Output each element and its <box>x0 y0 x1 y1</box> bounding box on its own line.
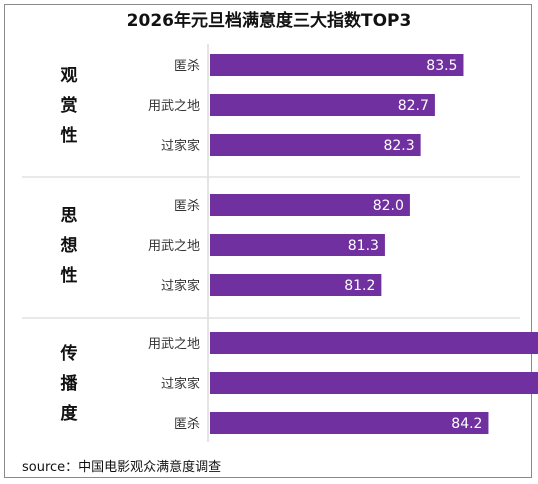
category-label: 匿杀 <box>174 59 200 74</box>
group-name-char: 性 <box>61 125 78 146</box>
bar <box>210 54 464 76</box>
bar <box>210 412 489 434</box>
group-name-char: 度 <box>61 403 79 424</box>
category-label: 用武之地 <box>148 99 200 114</box>
group-name-char: 传 <box>60 343 78 364</box>
category-label: 过家家 <box>161 376 200 392</box>
value-label: 82.0 <box>373 198 404 214</box>
source-note: source：中国电影观众满意度调查 <box>22 460 222 475</box>
category-label: 用武之地 <box>148 337 200 352</box>
category-label: 过家家 <box>161 278 200 294</box>
group-name-char: 播 <box>61 373 79 394</box>
value-label: 81.3 <box>348 238 379 254</box>
value-label: 81.2 <box>344 278 375 294</box>
bar <box>210 134 421 156</box>
group-name-char: 赏 <box>61 95 78 116</box>
category-label: 用武之地 <box>148 239 200 254</box>
value-label: 84.2 <box>451 416 482 432</box>
chart-title: 2026年元旦档满意度三大指数TOP3 <box>126 11 412 31</box>
group-name-char: 想 <box>61 235 78 256</box>
group-name-char: 思 <box>61 206 78 226</box>
bar <box>210 332 538 354</box>
bar <box>210 194 410 216</box>
bar <box>210 372 538 394</box>
bar <box>210 94 435 116</box>
value-label: 83.5 <box>426 58 457 74</box>
category-label: 匿杀 <box>174 199 200 214</box>
bar <box>210 274 382 296</box>
group-name-char: 性 <box>61 265 78 286</box>
value-label: 82.7 <box>398 98 429 114</box>
bar <box>210 234 385 256</box>
group-name-char: 观 <box>60 66 78 86</box>
category-label: 匿杀 <box>174 417 200 432</box>
category-label: 过家家 <box>161 138 200 154</box>
value-label: 82.3 <box>383 138 414 154</box>
